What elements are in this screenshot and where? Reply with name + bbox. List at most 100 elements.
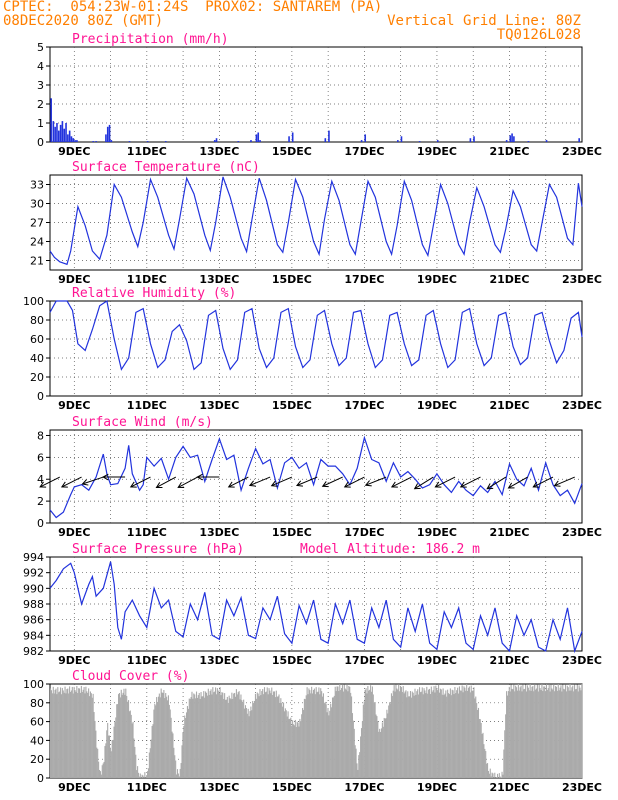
rh-xtick-label: 15DEC [272, 399, 312, 412]
rh-xtick-label: 21DEC [489, 399, 529, 412]
cloud-column [468, 686, 470, 778]
cloud-column [474, 698, 476, 778]
cloud-column [178, 776, 180, 778]
cloud-column [191, 691, 193, 778]
cloud-column [402, 686, 404, 778]
cloud-column [432, 690, 434, 778]
cloud-column [324, 701, 326, 778]
cloud-column [442, 688, 444, 778]
cloud-column [398, 684, 400, 778]
cloud-column [182, 732, 184, 778]
cloud-column [69, 686, 71, 778]
cloud-column [434, 692, 436, 778]
cloud-column [343, 684, 345, 778]
cloud-column [317, 691, 319, 778]
cloud-column [450, 695, 452, 778]
cloud-column [349, 686, 351, 778]
cloud-column [501, 771, 503, 778]
cloud-column [358, 755, 360, 778]
cloud-column [519, 687, 521, 778]
cloud-column [430, 686, 432, 778]
temp-title: Surface Temperature (nC) [72, 160, 260, 175]
cloud-column [301, 714, 303, 778]
cloud-column [135, 754, 137, 778]
wind-arrow-head [129, 481, 137, 488]
cloud-column [318, 687, 320, 778]
cloud-column [459, 690, 461, 778]
cloud-column [224, 699, 227, 778]
cloud-column [56, 694, 58, 778]
cloud-column [302, 709, 305, 778]
pressure-xtick-label: 11DEC [127, 654, 167, 667]
cloud-column [484, 748, 486, 778]
cloud-column [426, 686, 428, 778]
header-line2-left: 08DEC2020 80Z (GMT) [3, 13, 164, 29]
cloud-column [156, 701, 159, 778]
cloud-column [554, 686, 557, 778]
cloud-column [273, 691, 276, 778]
cloud-column [106, 730, 108, 778]
temp-ytick-label: 27 [30, 217, 44, 230]
cloud-column [309, 690, 311, 778]
cloud-column [239, 699, 241, 778]
cloud-column [126, 695, 128, 778]
cloud-column [473, 687, 475, 778]
cloud-column [565, 691, 567, 778]
cloud-column [356, 763, 358, 778]
cloud-column [235, 689, 237, 778]
cloud-column [411, 691, 413, 778]
rh-xtick-label: 13DEC [199, 399, 239, 412]
cloud-column [376, 716, 378, 778]
cloud-column [313, 688, 315, 778]
cloud-column [99, 771, 101, 778]
cloud-column [98, 761, 100, 778]
cloud-title: Cloud Cover (%) [72, 669, 189, 684]
cloud-column [216, 688, 218, 778]
cloud-column [320, 688, 322, 778]
wind-xtick-label: 17DEC [344, 526, 384, 539]
cloud-column [267, 694, 269, 778]
cloud-column [482, 732, 484, 778]
pressure-xtick-label: 17DEC [344, 654, 384, 667]
cloud-column [242, 703, 244, 778]
cloud-column [296, 721, 298, 778]
cloud-column [378, 731, 380, 778]
cloud-column [489, 768, 491, 778]
cloud-column [410, 697, 412, 778]
cloud-column [280, 698, 282, 778]
cloud-column [81, 691, 83, 778]
cloud-column [167, 695, 169, 778]
cloud-column [580, 690, 582, 778]
cloud-column [538, 685, 540, 778]
wind-arrow [228, 476, 249, 488]
precip-bar [257, 132, 260, 142]
cloud-column [270, 693, 272, 778]
cloud-column [416, 691, 418, 778]
wind-arrow [322, 476, 343, 487]
cloud-column [59, 691, 61, 778]
cloud-column [217, 690, 219, 778]
cloud-column [302, 707, 304, 778]
cloud-column [230, 699, 232, 778]
cloud-column [292, 724, 295, 778]
cloud-column [50, 688, 52, 778]
rh-xtick-label: 19DEC [417, 399, 457, 412]
cloud-column [73, 686, 75, 778]
cloud-column [499, 776, 501, 778]
cloud-column [560, 685, 562, 778]
cloud-column [424, 690, 426, 778]
cloud-column [477, 709, 479, 778]
cloud-column [465, 690, 467, 778]
wind-ytick-label: 4 [37, 473, 44, 486]
cloud-column [408, 696, 410, 778]
cloud-column [154, 703, 156, 778]
cloud-column [342, 691, 344, 778]
cloud-column [294, 719, 296, 778]
wind-arrow [249, 476, 271, 486]
cloud-column [113, 726, 115, 778]
cloud-column [509, 691, 511, 778]
rh-ytick-label: 40 [30, 352, 44, 365]
cloud-column [575, 688, 577, 778]
wind-arrow-head [413, 483, 421, 490]
wind-ytick-label: 2 [37, 495, 44, 508]
